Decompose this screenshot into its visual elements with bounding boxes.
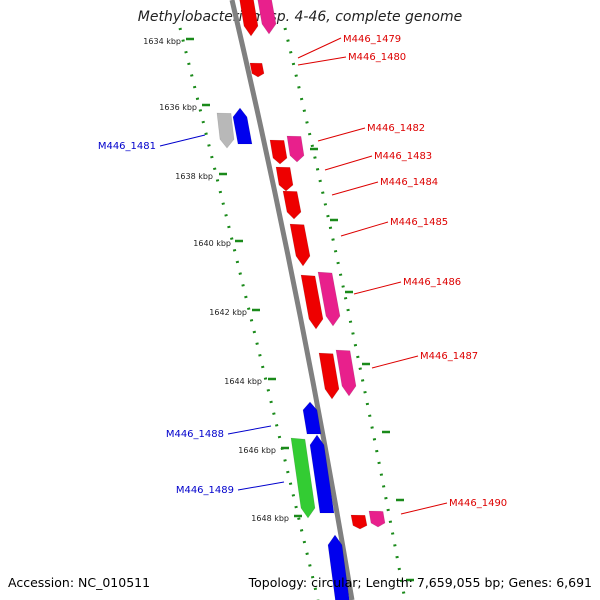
tick-label: 1640 kbp [193, 239, 231, 248]
gene-leader-line [297, 37, 342, 59]
gene-leader-line [400, 502, 448, 515]
genome-backbone [229, 0, 355, 600]
gene-arrow [309, 434, 335, 514]
gene-label: M446_1482 [367, 123, 425, 134]
gene-arrow-m446-1486 [300, 274, 324, 330]
gene-leader-line [227, 425, 272, 435]
gene-arrow-m446-1489 [290, 437, 316, 519]
gene-arrow-m446-1480 [249, 62, 265, 78]
tick-track-right [283, 27, 407, 600]
gene-arrow [286, 135, 305, 163]
gene-leader-line [324, 155, 373, 171]
accession-text: Accession: NC_010511 [8, 575, 151, 590]
gene-leader-line [317, 127, 366, 142]
gene-label: M446_1484 [380, 177, 438, 188]
gene-label: M446_1490 [449, 498, 507, 509]
gene-arrow-m446-1482 [269, 139, 288, 165]
genome-title: Methylobacterium sp. 4-46, complete geno… [137, 9, 463, 25]
gene-leader-line [353, 281, 402, 295]
tick-label: 1636 kbp [159, 103, 197, 112]
gene-arrow [317, 271, 341, 327]
gene-arrow-m446-1488 [302, 401, 322, 435]
tick-label: 1638 kbp [175, 172, 213, 181]
gene-label: M446_1487 [420, 351, 478, 362]
gene-arrow [257, 0, 277, 35]
gene-label: M446_1480 [348, 52, 406, 63]
gene-leader-line [331, 181, 379, 196]
gene-arrow [335, 349, 357, 397]
gene-leader-line [297, 56, 347, 66]
gene-arrow [368, 510, 386, 528]
gene-leader-line [237, 481, 285, 491]
gene-arrow-m446-1487 [318, 352, 340, 400]
gene-leader-line [371, 355, 419, 369]
gene-arrow-m446-1490 [350, 514, 368, 530]
tick-label: 1644 kbp [224, 377, 262, 386]
gene-arrow-m446-1485 [289, 223, 311, 267]
gene-arrow-m446-1479 [239, 0, 259, 37]
gene-label: M446_1486 [403, 277, 461, 288]
tick-label: 1648 kbp [251, 514, 289, 523]
gene-arrow-m446-1483 [275, 166, 294, 192]
gene-leader-line [159, 134, 206, 147]
gene-label: M446_1479 [343, 34, 401, 45]
gene-arrow [232, 107, 253, 145]
gene-label: M446_1488 [166, 429, 224, 440]
topology-text: Topology: circular; Length: 7,659,055 bp… [248, 575, 592, 590]
tick-label: 1642 kbp [209, 308, 247, 317]
gene-label: M446_1489 [176, 485, 234, 496]
tick-track-left [178, 27, 320, 600]
gene-arrow-m446-1484 [282, 190, 302, 220]
tick-label: 1634 kbp [143, 37, 181, 46]
gene-label: M446_1485 [390, 217, 448, 228]
gene-arrow-m446-1481 [216, 112, 235, 149]
gene-label: M446_1481 [98, 141, 156, 152]
gene-arrow [327, 534, 350, 600]
gene-label: M446_1483 [374, 151, 432, 162]
tick-label: 1646 kbp [238, 446, 276, 455]
gene-leader-line [340, 221, 389, 237]
